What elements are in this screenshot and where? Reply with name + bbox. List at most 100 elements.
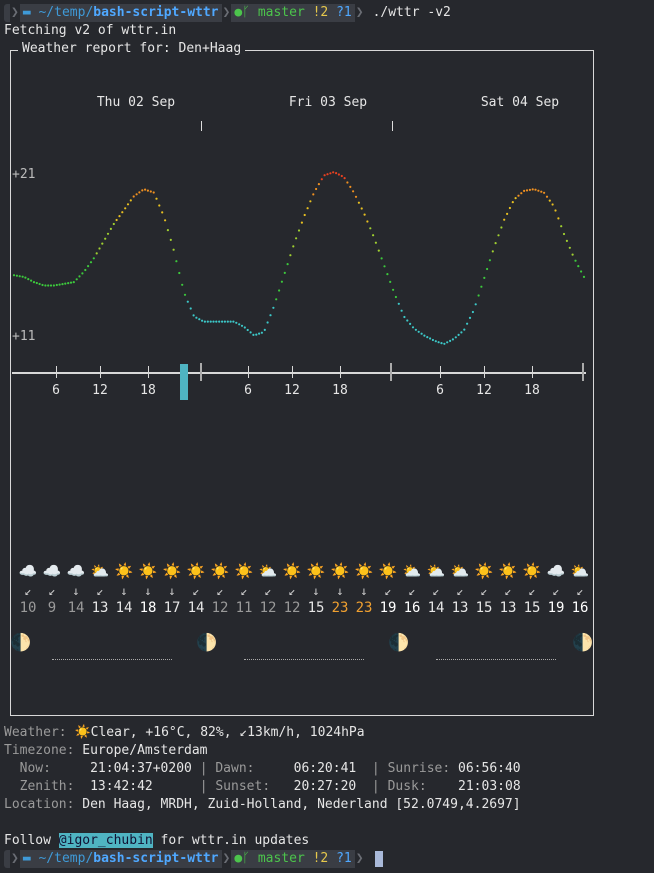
temperature-point — [240, 324, 244, 327]
wind-arrow-icon: ↓ — [144, 584, 152, 598]
temperature-point — [306, 207, 309, 210]
temperature-point — [175, 260, 178, 263]
hour-axis-tick — [100, 366, 101, 378]
temperature-point — [18, 275, 21, 278]
twitter-handle-link[interactable]: @igor_chubin — [58, 833, 153, 848]
temperature-point — [548, 199, 551, 202]
temperature-point — [35, 281, 38, 285]
hour-axis-tick — [484, 366, 485, 378]
temperature-point — [446, 341, 449, 344]
temperature-value: 14 — [115, 600, 133, 616]
report-title: Weather report for: Den+Haag — [18, 40, 246, 58]
temperature-point — [95, 252, 98, 255]
temperature-point — [537, 189, 540, 192]
temperature-point — [223, 320, 226, 323]
temperature-point — [15, 274, 18, 277]
weather-line: Weather: ☀️Clear, +16°C, 82%, ↙13km/h, 1… — [4, 725, 365, 740]
temperature-point — [494, 242, 497, 245]
temperature-point — [203, 320, 206, 323]
temperature-point — [389, 280, 392, 283]
weather-icon: ☀️ — [522, 562, 542, 580]
temperature-point — [263, 328, 266, 331]
fetching-text: Fetching v2 of wttr.in — [4, 23, 177, 38]
path-segment: ▬ ~/temp/bash-script-wttr — [19, 4, 222, 22]
temperature-point — [320, 178, 323, 181]
temperature-point — [27, 278, 30, 281]
temperature-point — [503, 218, 506, 221]
temperature-point — [574, 259, 577, 262]
temperature-point — [323, 174, 326, 177]
path-segment: ▬ ~/temp/bash-script-wttr — [19, 850, 222, 868]
temperature-point — [44, 284, 47, 287]
temperature-point — [471, 310, 474, 314]
temperature-point — [403, 315, 406, 319]
temperature-point — [460, 331, 463, 334]
temperature-point — [166, 229, 169, 232]
temperature-point — [366, 220, 369, 223]
hour-label: 18 — [140, 383, 156, 398]
temperature-point — [383, 265, 386, 268]
current-time-marker — [180, 364, 188, 400]
branch-icon: ᚴ — [242, 5, 250, 20]
hour-label: 12 — [284, 383, 300, 398]
temperature-point — [146, 189, 149, 192]
temperature-point — [483, 276, 486, 279]
temperature-point — [317, 183, 320, 186]
temperature-point — [406, 319, 409, 322]
temperature-point — [32, 281, 36, 284]
temperature-point — [169, 238, 172, 241]
weather-report-box — [10, 50, 594, 716]
temperature-point — [84, 268, 87, 272]
temperature-point — [98, 247, 101, 250]
prompt-line-bottom: ❯ ▬ ~/temp/bash-script-wttr ❯ ● ᚴ master … — [4, 850, 383, 868]
weather-icon: ☁️ — [546, 562, 566, 580]
temperature-point — [229, 320, 232, 323]
temperature-point — [500, 226, 503, 229]
temperature-point — [129, 199, 132, 202]
temperature-value: 18 — [139, 600, 157, 616]
temperature-point — [61, 283, 64, 286]
temperature-point — [480, 285, 483, 288]
temperature-point — [192, 314, 195, 317]
day-divider — [201, 121, 202, 131]
wind-arrow-icon: ↓ — [168, 584, 176, 598]
temperature-point — [30, 279, 33, 282]
hour-label: 18 — [524, 383, 540, 398]
temperature-point — [534, 188, 537, 191]
temperature-point — [92, 257, 95, 260]
temperature-point — [409, 322, 412, 325]
folder-icon: ▬ — [22, 851, 31, 866]
temperature-point — [360, 207, 363, 210]
temperature-point — [568, 246, 571, 249]
temperature-point — [189, 307, 192, 310]
wind-arrow-icon: ↓ — [72, 584, 80, 598]
temperature-point — [58, 283, 61, 286]
daylight-bar — [52, 659, 172, 663]
temperature-point — [75, 278, 78, 281]
terminal-cursor[interactable] — [374, 851, 383, 867]
day-label: Fri 03 Sep — [288, 95, 368, 110]
moon-phase-icon: 🌓 — [388, 633, 410, 653]
temperature-point — [303, 213, 306, 217]
temperature-point — [206, 320, 209, 323]
weather-icon: ☀️ — [234, 562, 254, 580]
temperature-point — [420, 332, 423, 335]
temperature-value: 10 — [19, 600, 37, 616]
temperature-point — [514, 197, 517, 200]
hour-axis-tick — [248, 366, 249, 378]
temperature-point — [506, 212, 509, 215]
wind-arrow-icon: ↙ — [576, 584, 584, 598]
daylight-bar — [244, 659, 364, 663]
temperature-point — [523, 189, 526, 192]
day-divider — [392, 121, 393, 131]
location-line: Location: Den Haag, MRDH, Zuid-Holland, … — [4, 797, 521, 812]
wind-arrow-icon: ↙ — [96, 584, 104, 598]
temperature-point — [186, 300, 189, 303]
temperature-point — [132, 195, 135, 198]
temperature-point — [543, 191, 546, 194]
hour-label: 6 — [436, 383, 444, 398]
hour-label: 12 — [92, 383, 108, 398]
temperature-point — [580, 270, 583, 273]
wind-arrow-icon: ↙ — [192, 584, 200, 598]
